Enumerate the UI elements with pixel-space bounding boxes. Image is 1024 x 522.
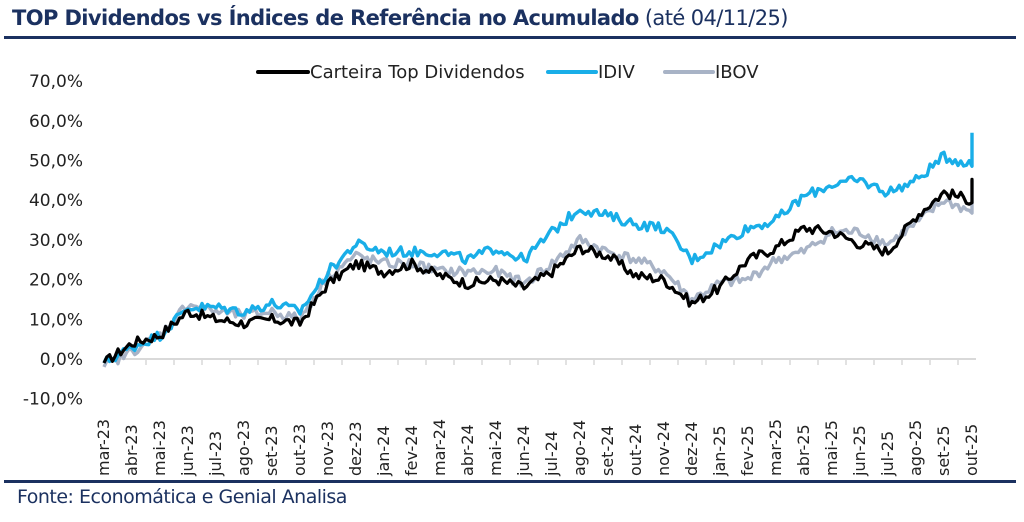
- x-tick-label: nov-23: [318, 421, 337, 476]
- x-tick-label: ago-25: [906, 420, 925, 476]
- x-tick-label: dez-23: [346, 421, 365, 476]
- y-tick-label: 20,0%: [29, 271, 83, 291]
- x-tick-label: abr-25: [794, 424, 813, 476]
- zero-line-group: [104, 358, 976, 365]
- line-chart: -10,0% 0,0% 10,0% 20,0% 30,0% 40,0% 50,0% 60,0%…: [23, 62, 981, 477]
- legend-label: IBOV: [715, 62, 759, 83]
- x-tick-label: abr-24: [458, 424, 477, 476]
- footer-divider: [4, 480, 1016, 483]
- x-tick-label: jul-25: [878, 431, 897, 477]
- legend-label: IDIV: [598, 62, 635, 83]
- series-line-idiv: [102, 132, 974, 364]
- x-tick-label: dez-24: [682, 421, 701, 476]
- x-tick-label: mai-25: [822, 420, 841, 476]
- x-tick-label: ago-23: [234, 420, 253, 476]
- x-tick-label: jun-25: [850, 425, 869, 477]
- legend-label: Carteira Top Dividendos: [310, 62, 525, 83]
- chart-title-main: TOP Dividendos vs Índices de Referência …: [12, 6, 639, 30]
- x-tick-label: jan-24: [374, 425, 393, 477]
- x-axis: mar-23 abr-23 mai-23 jun-23 jul-23 ago-23 set-…: [94, 419, 981, 477]
- y-tick-label: 10,0%: [29, 310, 83, 330]
- series-line-ibov: [102, 180, 974, 368]
- chart-title-date: (até 04/11/25): [644, 6, 789, 30]
- y-tick-label: -10,0%: [23, 390, 83, 410]
- x-tick-label: mar-24: [430, 419, 449, 476]
- source-note: Fonte: Economática e Genial Analisa: [17, 486, 347, 508]
- x-tick-label: fev-25: [738, 425, 757, 476]
- x-tick-label: jan-25: [710, 425, 729, 477]
- x-tick-label: set-25: [934, 425, 953, 476]
- x-tick-label: fev-24: [402, 425, 421, 476]
- y-tick-label: 60,0%: [29, 112, 83, 132]
- series-line-carteira-top-dividendos: [102, 177, 974, 364]
- series-group: [102, 132, 974, 368]
- x-tick-label: set-24: [598, 425, 617, 476]
- legend-item: IBOV: [663, 62, 759, 83]
- x-tick-label: abr-23: [122, 424, 141, 476]
- x-tick-label: jul-24: [542, 431, 561, 477]
- y-tick-label: 70,0%: [29, 72, 83, 92]
- x-tick-label: ago-24: [570, 420, 589, 476]
- header-divider: [4, 36, 1016, 39]
- legend-item: Carteira Top Dividendos: [256, 62, 525, 83]
- x-tick-label: mar-25: [766, 419, 785, 476]
- x-tick-label: mar-23: [94, 419, 113, 476]
- x-tick-label: out-25: [962, 424, 981, 476]
- y-tick-label: 50,0%: [29, 152, 83, 172]
- x-tick-label: out-23: [290, 424, 309, 476]
- y-tick-label: 40,0%: [29, 191, 83, 211]
- x-tick-label: nov-24: [654, 421, 673, 476]
- legend-item: IDIV: [546, 62, 635, 83]
- x-tick-label: out-24: [626, 424, 645, 476]
- x-tick-label: jun-24: [514, 425, 533, 477]
- x-tick-label: jul-23: [206, 431, 225, 477]
- x-tick-label: mai-24: [486, 420, 505, 476]
- x-tick-label: set-23: [262, 425, 281, 476]
- chart-title: TOP Dividendos vs Índices de Referência …: [12, 6, 788, 30]
- legend: Carteira Top Dividendos IDIV IBOV: [256, 62, 759, 83]
- x-tick-label: mai-23: [150, 420, 169, 476]
- y-axis: -10,0% 0,0% 10,0% 20,0% 30,0% 40,0% 50,0% 60,0%…: [23, 72, 83, 410]
- x-tick-label: jun-23: [178, 425, 197, 477]
- y-tick-label: 30,0%: [29, 231, 83, 251]
- y-tick-label: 0,0%: [40, 350, 83, 370]
